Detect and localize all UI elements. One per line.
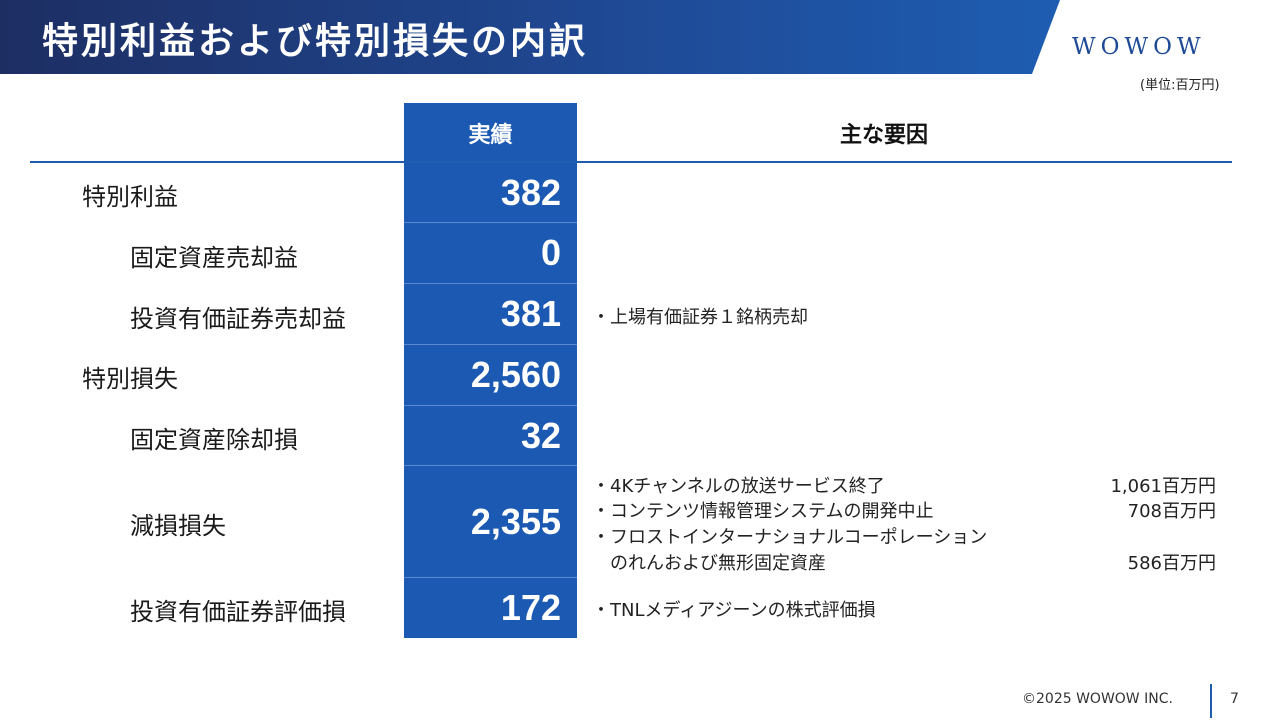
unit-label: (単位:百万円) — [1140, 78, 1220, 93]
value-cell: 172 — [404, 578, 577, 638]
note-goodwill-intangibles: のれんおよび無形固定資産 — [610, 553, 826, 574]
row-label-investment-valuation-loss: 投資有価証券評価損 — [130, 598, 346, 626]
actual-header-cell — [404, 103, 577, 161]
value-impairment-loss: 2,355 — [470, 500, 561, 542]
row-label-impairment-loss: 減損損失 — [130, 512, 226, 540]
title-bar — [0, 0, 1060, 74]
value-cell: 32 — [404, 406, 577, 466]
amount-content-system: 708百万円 — [1127, 501, 1216, 522]
value-cell: 0 — [404, 223, 577, 284]
value-cell: 2,560 — [404, 345, 577, 406]
row-label-special-gain: 特別利益 — [82, 183, 178, 211]
value-fixed-asset-sale-gain: 0 — [540, 232, 561, 273]
header-rule — [30, 161, 1232, 163]
value-special-gain: 382 — [500, 171, 561, 213]
copyright: ©2025 WOWOW INC. — [1022, 691, 1173, 707]
note-securities-sale: ・上場有価証券１銘柄売却 — [592, 307, 808, 328]
value-cell: 381 — [404, 284, 577, 345]
value-fixed-asset-retirement-loss: 32 — [520, 414, 561, 456]
page-title: 特別利益および特別損失の内訳 — [42, 21, 589, 62]
value-investment-valuation-loss: 172 — [500, 587, 561, 628]
value-investment-sale-gain: 381 — [500, 293, 561, 334]
row-label-fixed-asset-retirement-loss: 固定資産除却損 — [130, 426, 298, 454]
row-label-investment-sale-gain: 投資有価証券売却益 — [130, 305, 346, 333]
note-content-system: ・コンテンツ情報管理システムの開発中止 — [592, 501, 934, 522]
factor-column-header: 主な要因 — [840, 123, 929, 148]
amount-frost-international: 586百万円 — [1127, 553, 1216, 574]
value-cell: 2,355 — [404, 466, 577, 578]
actual-column-header: 実績 — [468, 123, 513, 148]
footer-divider — [1210, 684, 1212, 718]
value-special-loss: 2,560 — [470, 354, 561, 395]
value-cell: 382 — [404, 163, 577, 223]
note-4k-channel: ・4Kチャンネルの放送サービス終了 — [592, 476, 885, 497]
note-frost-international: ・フロストインターナショナルコーポレーション — [592, 527, 988, 548]
note-tnl-valuation: ・TNLメディアジーンの株式評価損 — [592, 600, 876, 621]
page-number: 7 — [1230, 691, 1239, 707]
amount-4k-channel: 1,061百万円 — [1110, 476, 1216, 497]
row-label-fixed-asset-sale-gain: 固定資産売却益 — [130, 244, 298, 272]
row-label-special-loss: 特別損失 — [82, 365, 178, 393]
wowow-logo: WOWOW — [1072, 34, 1206, 60]
